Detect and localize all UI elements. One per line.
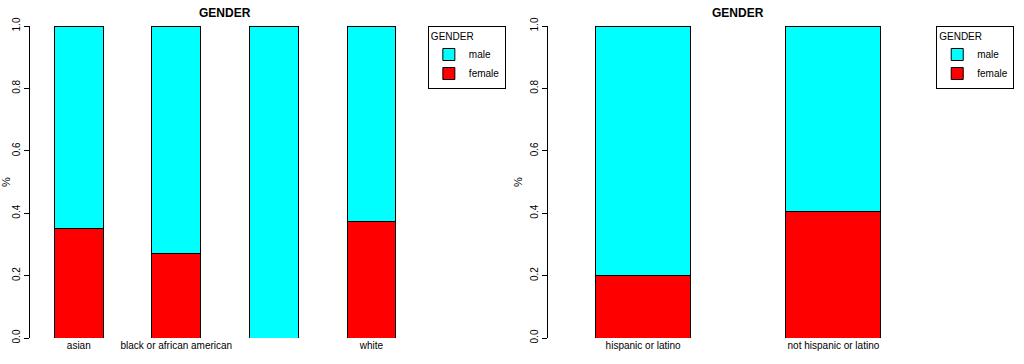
svg-text:%: % [512,177,524,187]
svg-text:GENDER: GENDER [939,31,982,42]
svg-text:1.0: 1.0 [11,17,22,31]
svg-text:not hispanic or latino: not hispanic or latino [788,340,880,351]
svg-text:0.2: 0.2 [11,267,22,281]
svg-text:1.0: 1.0 [529,17,540,31]
svg-text:0.0: 0.0 [11,329,22,343]
svg-text:GENDER: GENDER [431,31,474,42]
svg-text:white: white [359,340,384,351]
svg-text:female: female [469,68,499,79]
svg-text:0.6: 0.6 [11,142,22,156]
svg-text:male: male [469,49,491,60]
svg-text:0.4: 0.4 [529,204,540,218]
svg-text:0.4: 0.4 [11,204,22,218]
svg-text:asian: asian [67,340,91,351]
svg-text:0.8: 0.8 [529,80,540,94]
svg-text:GENDER: GENDER [712,6,764,20]
svg-text:female: female [977,68,1007,79]
svg-text:GENDER: GENDER [199,6,251,20]
svg-text:0.0: 0.0 [529,329,540,343]
svg-text:black or african american: black or african american [120,340,232,351]
svg-text:0.6: 0.6 [529,142,540,156]
svg-text:0.2: 0.2 [529,267,540,281]
svg-text:hispanic or latino: hispanic or latino [606,340,681,351]
svg-text:0.8: 0.8 [11,80,22,94]
svg-text:male: male [977,49,999,60]
svg-text:%: % [0,177,12,187]
